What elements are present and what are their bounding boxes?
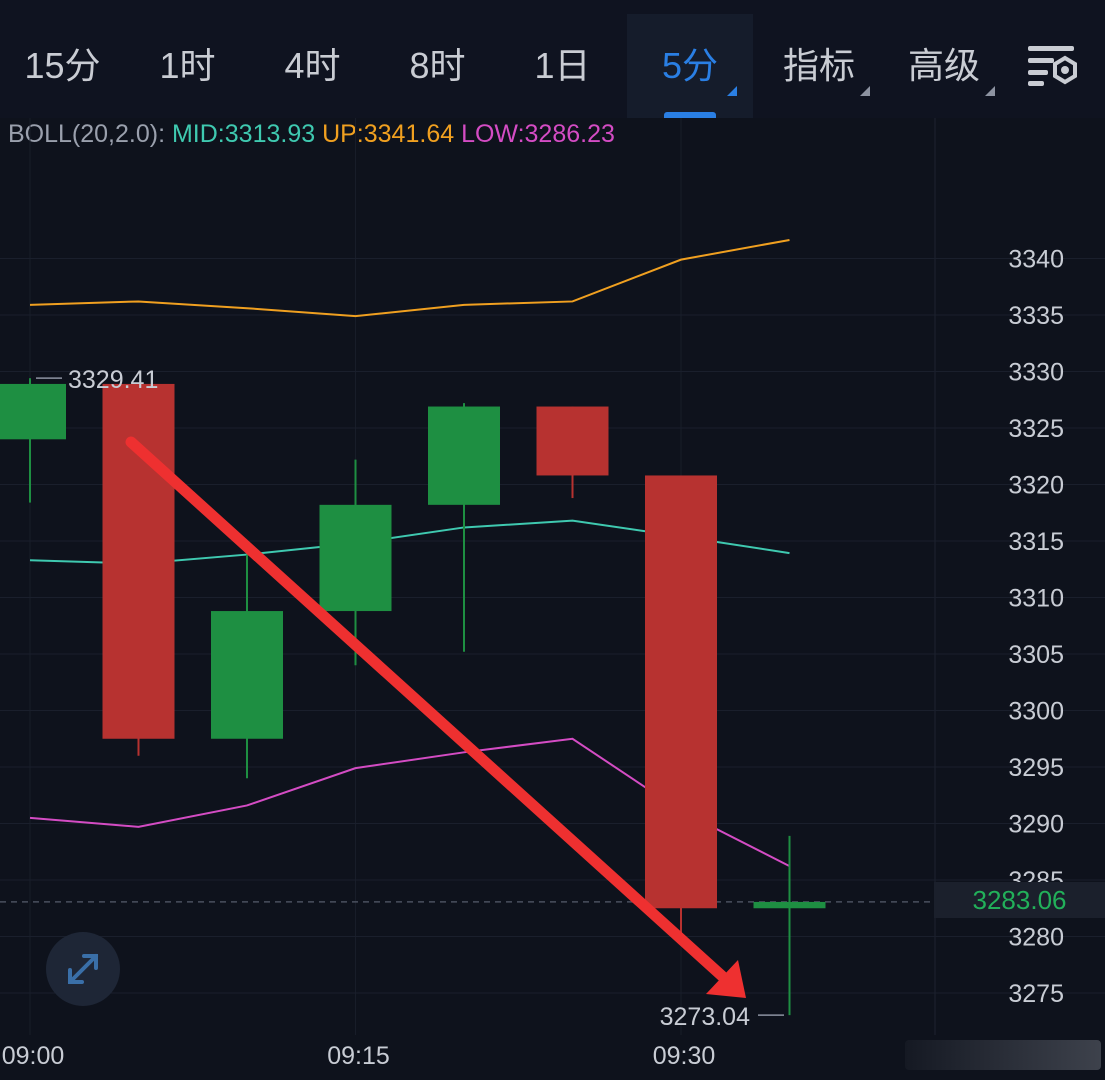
tab-1h[interactable]: 1时 [125,14,250,118]
caret-down-icon [727,86,737,96]
x-tick-label: 09:30 [653,1042,716,1070]
boll-up-value: UP:3341.64 [322,120,455,148]
active-tab-underline [664,112,716,118]
tab-advanced[interactable]: 高级 [885,14,1003,118]
boll-upper-line [29,238,790,318]
candle [428,403,500,652]
time-axis: 09:00 09:15 09:30 [2,1042,716,1070]
candle [536,406,609,499]
y-tick-label: 3300 [1008,698,1064,726]
trend-arrow-shaft [125,436,728,982]
candle-body [0,383,66,440]
candle-body [102,383,175,739]
tab-label: 8时 [409,45,466,86]
price-axis: 3275328032853290329533003305331033153320… [1008,246,1064,1009]
last-price-tag: 3283.06 [934,882,1105,918]
tab-label: 4时 [284,45,341,86]
candle [102,383,175,756]
candles [0,378,826,1016]
chart-settings-icon[interactable] [1024,44,1082,88]
candle [753,835,826,1016]
y-tick-label: 3330 [1008,359,1064,387]
candle-body [753,901,826,909]
y-tick-label: 3340 [1008,246,1064,274]
annotations: 3329.41 3273.04 [36,366,784,1031]
x-tick-label: 09:15 [327,1042,390,1070]
candle [0,378,66,503]
tab-label: 指标 [782,45,855,86]
tab-15m[interactable]: 15分 [0,14,125,118]
caret-down-icon [860,86,870,96]
x-tick-label: 09:00 [2,1042,65,1070]
y-tick-label: 3325 [1008,415,1064,443]
y-tick-label: 3315 [1008,528,1064,556]
high-price-label: 3329.41 [68,366,158,394]
y-tick-label: 3275 [1008,980,1064,1008]
boll-name: BOLL(20,2.0): [8,120,166,148]
tab-label: 高级 [907,45,980,86]
boll-indicator-readout: BOLL(20,2.0): MID:3313.93 UP:3341.64 LOW… [8,120,615,149]
watermark [905,1040,1101,1070]
tab-1d[interactable]: 1日 [500,14,625,118]
candle [645,475,717,934]
candle [319,459,392,666]
tab-label: 1日 [534,45,591,86]
trend-arrow-head [706,960,746,998]
y-tick-label: 3320 [1008,472,1064,500]
tab-label: 1时 [159,45,216,86]
tab-indicators[interactable]: 指标 [760,14,878,118]
caret-down-icon [985,86,995,96]
y-tick-label: 3280 [1008,924,1064,952]
tab-4h[interactable]: 4时 [250,14,375,118]
timeframe-toolbar: 15分 1时 4时 8时 1日 5分 指标 高级 [0,0,1105,118]
candle-body [536,406,609,476]
tab-label: 5分 [661,45,719,86]
candle-body [645,475,717,909]
y-tick-label: 3310 [1008,585,1064,613]
y-tick-label: 3295 [1008,754,1064,782]
y-tick-label: 3335 [1008,302,1064,330]
y-tick-label: 3305 [1008,641,1064,669]
y-tick-label: 3290 [1008,811,1064,839]
candle-body [319,504,392,612]
low-price-label: 3273.04 [660,1003,750,1031]
candle [211,554,283,779]
expand-chart-button[interactable] [46,932,120,1006]
tab-8h[interactable]: 8时 [375,14,500,118]
expand-icon [68,954,98,984]
boll-mid-value: MID:3313.93 [171,120,316,148]
candle-body [428,406,500,505]
candle-body [211,611,283,739]
tab-label: 15分 [24,45,101,86]
boll-low-value: LOW:3286.23 [461,120,615,148]
tab-5m[interactable]: 5分 [627,14,753,118]
